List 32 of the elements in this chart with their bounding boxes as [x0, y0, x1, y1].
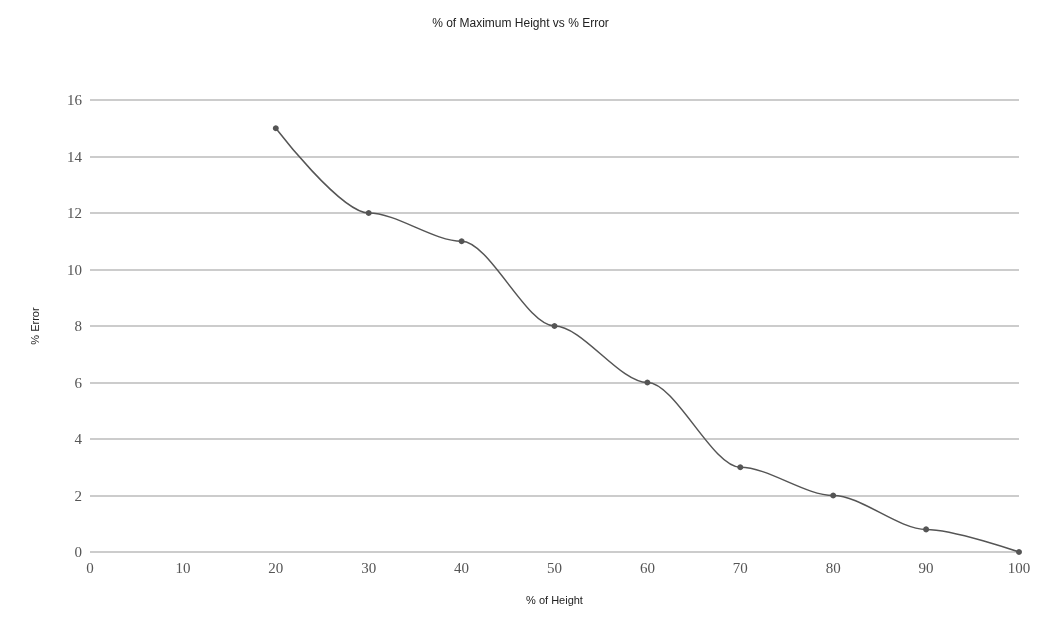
point [830, 492, 837, 499]
y-tick-label: 16 [67, 92, 83, 108]
point [923, 526, 930, 533]
point [644, 379, 651, 386]
y-tick-label: 6 [74, 374, 83, 391]
point [1016, 549, 1022, 555]
point [365, 210, 372, 216]
x-tick-label: 60 [639, 559, 655, 576]
point [737, 464, 744, 471]
x-tick-label: 50 [547, 559, 562, 576]
x-tick-label: 20 [268, 559, 284, 576]
y-tick-label: 2 [74, 487, 82, 504]
x-tick-label: 80 [825, 559, 841, 576]
y-tick-label: 10 [67, 261, 82, 278]
chart-title: % of Maximum Height vs % Error [432, 16, 609, 30]
x-tick-label: 90 [918, 559, 934, 576]
y-axis-title: % Error [28, 307, 41, 345]
point [272, 125, 279, 132]
x-axis-title: % of Height [526, 593, 583, 606]
x-tick-label: 30 [361, 559, 377, 576]
y-tick-label: 12 [67, 205, 82, 221]
y-tick-label: 8 [74, 318, 82, 334]
point [458, 238, 465, 245]
x-tick-label: 0 [86, 559, 94, 576]
x-tick-label: 40 [454, 559, 470, 576]
y-tick-label: 14 [67, 148, 83, 165]
y-tick-label: 0 [74, 544, 82, 560]
x-tick-label: 10 [175, 559, 191, 576]
x-tick-label: 70 [732, 559, 748, 576]
x-tick-label: 100 [1007, 559, 1031, 576]
point [551, 323, 558, 329]
y-tick-label: 4 [74, 431, 83, 447]
